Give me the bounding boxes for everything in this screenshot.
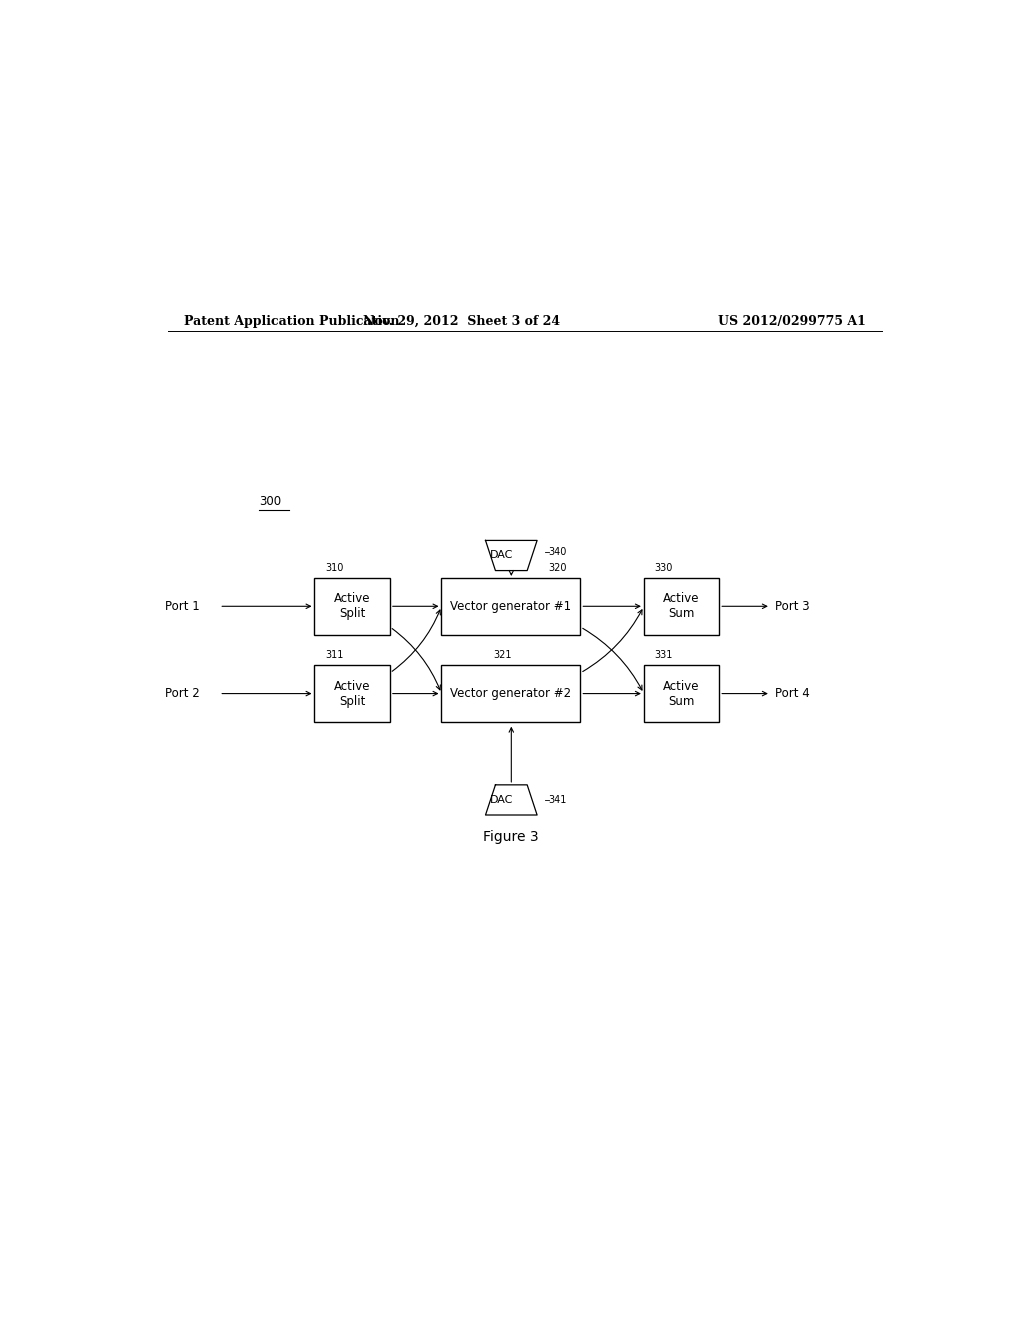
Text: 300: 300	[259, 495, 281, 508]
FancyArrowPatch shape	[392, 610, 440, 672]
Text: 320: 320	[549, 562, 567, 573]
Text: Port 4: Port 4	[775, 688, 810, 700]
Text: US 2012/0299775 A1: US 2012/0299775 A1	[718, 315, 866, 327]
Text: Vector generator #1: Vector generator #1	[451, 599, 571, 612]
FancyBboxPatch shape	[441, 665, 581, 722]
Text: 311: 311	[325, 651, 343, 660]
Text: 341: 341	[549, 795, 567, 805]
Text: Active
Sum: Active Sum	[664, 593, 699, 620]
Text: 310: 310	[325, 562, 343, 573]
Text: Nov. 29, 2012  Sheet 3 of 24: Nov. 29, 2012 Sheet 3 of 24	[362, 315, 560, 327]
Polygon shape	[485, 540, 538, 570]
Text: Active
Sum: Active Sum	[664, 680, 699, 708]
Polygon shape	[485, 785, 538, 814]
Text: Port 1: Port 1	[165, 599, 200, 612]
FancyArrowPatch shape	[392, 628, 440, 690]
FancyBboxPatch shape	[314, 665, 390, 722]
FancyArrowPatch shape	[583, 628, 642, 690]
FancyBboxPatch shape	[314, 578, 390, 635]
Text: Port 2: Port 2	[165, 688, 200, 700]
Text: Active
Split: Active Split	[334, 680, 371, 708]
Text: Vector generator #2: Vector generator #2	[451, 688, 571, 700]
Text: 331: 331	[654, 651, 673, 660]
Text: DAC: DAC	[490, 795, 513, 805]
FancyBboxPatch shape	[441, 578, 581, 635]
Text: 330: 330	[654, 562, 673, 573]
Text: Figure 3: Figure 3	[483, 830, 539, 845]
Text: Active
Split: Active Split	[334, 593, 371, 620]
Text: DAC: DAC	[490, 550, 513, 561]
Text: 321: 321	[494, 651, 512, 660]
FancyBboxPatch shape	[644, 578, 719, 635]
FancyArrowPatch shape	[583, 610, 642, 672]
Text: Patent Application Publication: Patent Application Publication	[183, 315, 399, 327]
FancyBboxPatch shape	[644, 665, 719, 722]
Text: Port 3: Port 3	[775, 599, 809, 612]
Text: 340: 340	[549, 546, 567, 557]
